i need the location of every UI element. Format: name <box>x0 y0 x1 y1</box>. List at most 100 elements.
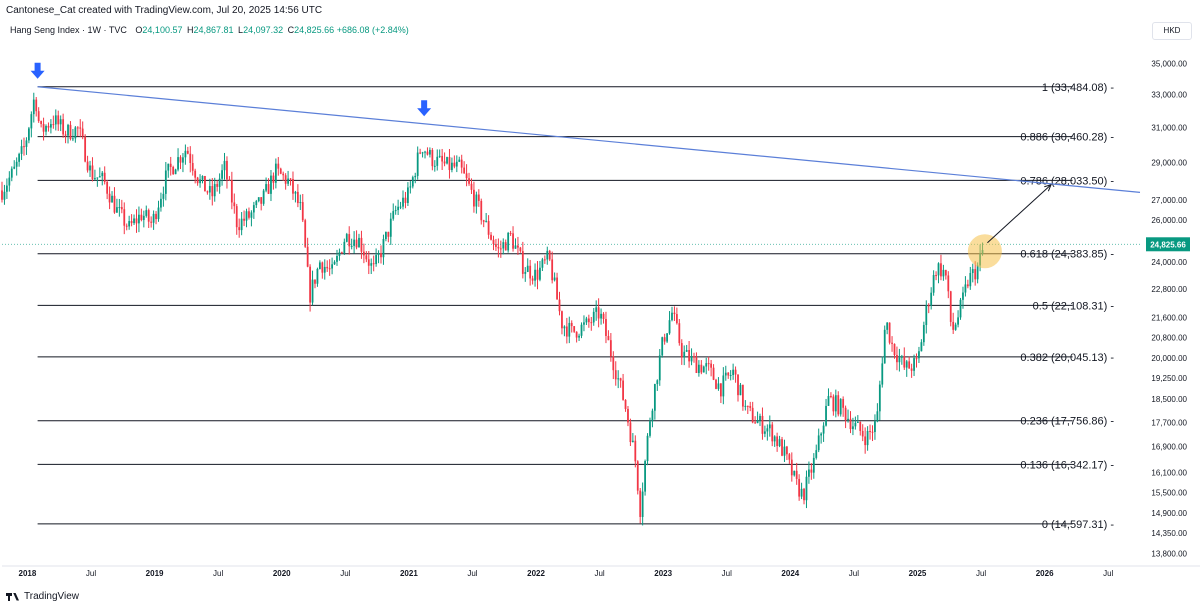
projection-arrow[interactable] <box>987 184 1052 244</box>
open-label: O <box>135 25 143 35</box>
x-tick-label: Jul <box>976 569 986 578</box>
fib-label: 0 (14,597.31) - <box>1042 519 1114 531</box>
candle-body <box>169 163 172 167</box>
y-tick-label: 20,800.00 <box>1151 333 1187 342</box>
candle-body <box>712 367 715 380</box>
candle-body <box>859 421 862 431</box>
candle-body <box>436 156 439 166</box>
y-tick-label: 17,700.00 <box>1151 418 1187 427</box>
candle-body <box>905 361 908 368</box>
candle-body <box>228 179 231 181</box>
candle-body <box>817 435 820 451</box>
candle-body <box>724 372 727 376</box>
y-tick-label: 15,500.00 <box>1151 488 1187 497</box>
candle-body <box>45 125 47 132</box>
candle-body <box>152 213 155 223</box>
candle-body <box>155 213 157 220</box>
candle-body <box>920 342 923 352</box>
candle-body <box>72 138 74 140</box>
candle-body <box>871 431 874 433</box>
candle-body <box>565 326 568 337</box>
candle-body <box>1 190 3 200</box>
candle-body <box>517 245 519 248</box>
candle-body <box>639 490 642 517</box>
candle-body <box>370 263 373 266</box>
candle-body <box>524 271 527 274</box>
candle-body <box>296 191 299 204</box>
candle-body <box>98 176 101 178</box>
candle-body <box>668 320 671 334</box>
candle-body <box>218 178 221 187</box>
candle-body <box>299 202 302 204</box>
x-tick-label: 2026 <box>1036 569 1054 578</box>
candle-body <box>585 318 588 323</box>
candle-body <box>683 351 686 358</box>
fib-label: 0.618 (24,383.85) - <box>1020 249 1114 261</box>
candle-body <box>937 263 940 276</box>
candle-body <box>392 211 395 219</box>
candle-body <box>223 160 226 171</box>
candle-body <box>69 124 72 139</box>
candle-body <box>284 175 287 184</box>
fib-label: 0.136 (16,342.17) - <box>1020 459 1114 471</box>
candle-body <box>331 264 334 269</box>
candle-body <box>62 119 65 135</box>
y-tick-label: 20,000.00 <box>1151 354 1187 363</box>
y-tick-label: 24,000.00 <box>1151 258 1187 267</box>
x-tick-label: 2018 <box>19 569 37 578</box>
x-tick-label: 2025 <box>909 569 927 578</box>
candle-body <box>886 322 889 330</box>
candle-body <box>274 163 277 183</box>
candle-body <box>658 355 661 381</box>
candle-body <box>306 246 309 267</box>
candle-body <box>3 191 6 200</box>
candle-body <box>419 152 422 154</box>
candle-body <box>120 207 123 210</box>
candle-body <box>79 127 82 129</box>
candle-body <box>957 317 959 325</box>
currency-button[interactable]: HKD <box>1152 22 1192 40</box>
down-arrow-icon <box>417 100 432 117</box>
candle-body <box>695 357 698 374</box>
candle-body <box>226 160 228 180</box>
candle-body <box>690 356 693 362</box>
candle-body <box>279 168 282 174</box>
candle-body <box>245 211 248 221</box>
candle-body <box>468 178 470 184</box>
candle-body <box>839 399 842 415</box>
candle-body <box>289 178 292 180</box>
candle-body <box>844 407 847 421</box>
candle-body <box>150 221 153 223</box>
candle-body <box>441 155 444 162</box>
candle-body <box>942 269 945 277</box>
candle-body <box>446 157 448 164</box>
candle-body <box>323 266 326 273</box>
candle-body <box>389 218 392 237</box>
candle-body <box>583 322 585 325</box>
candle-body <box>47 125 50 128</box>
y-tick-label: 27,000.00 <box>1151 196 1187 205</box>
candle-body <box>172 166 175 175</box>
fib-label: 0.236 (17,756.86) - <box>1020 416 1114 428</box>
y-tick-label: 19,250.00 <box>1151 374 1187 383</box>
candle-body <box>277 163 280 169</box>
candle-body <box>460 159 463 168</box>
candle-body <box>913 358 915 371</box>
candle-body <box>722 375 725 397</box>
candle-body <box>900 356 903 358</box>
candle-body <box>343 241 346 254</box>
candle-body <box>204 175 206 192</box>
candle-body <box>798 478 801 497</box>
candle-body <box>822 425 825 434</box>
candle-body <box>130 221 133 224</box>
candle-body <box>465 173 468 179</box>
candle-body <box>182 157 184 163</box>
candle-body <box>514 245 517 249</box>
candle-body <box>382 239 385 258</box>
candle-body <box>179 157 182 163</box>
candle-body <box>260 197 263 204</box>
candle-body <box>91 165 94 180</box>
trendline[interactable] <box>37 86 1141 193</box>
candle-body <box>915 358 918 360</box>
